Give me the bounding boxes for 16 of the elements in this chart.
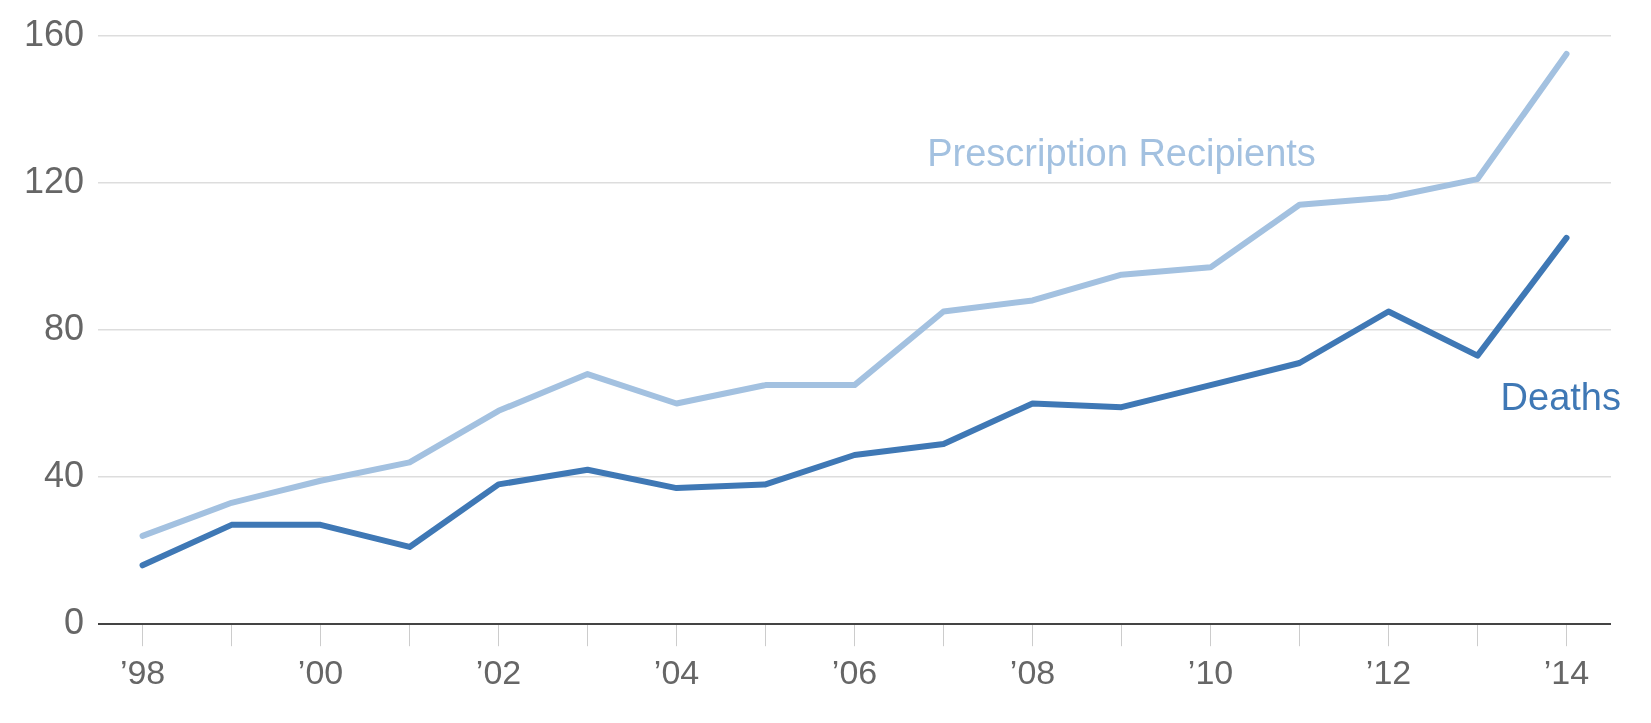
x-tick-label: ’10	[1187, 652, 1234, 691]
x-tick-label: ’02	[475, 652, 522, 691]
x-tick-label: ’14	[1543, 652, 1590, 691]
x-tick-label: ’00	[297, 652, 344, 691]
series-label: Prescription Recipients	[927, 132, 1316, 175]
x-tick-label: ’04	[653, 652, 700, 691]
y-tick-label: 120	[23, 159, 85, 201]
series-label: Deaths	[1500, 376, 1621, 419]
x-tick-label: ’06	[831, 652, 878, 691]
x-tick-label: ’08	[1009, 652, 1056, 691]
y-tick-label: 80	[44, 306, 85, 348]
y-tick-label: 40	[44, 453, 85, 495]
x-tick-label: ’98	[119, 652, 166, 691]
y-tick-label: 0	[64, 601, 85, 643]
y-tick-label: 160	[23, 12, 85, 54]
x-tick-label: ’12	[1365, 652, 1412, 691]
